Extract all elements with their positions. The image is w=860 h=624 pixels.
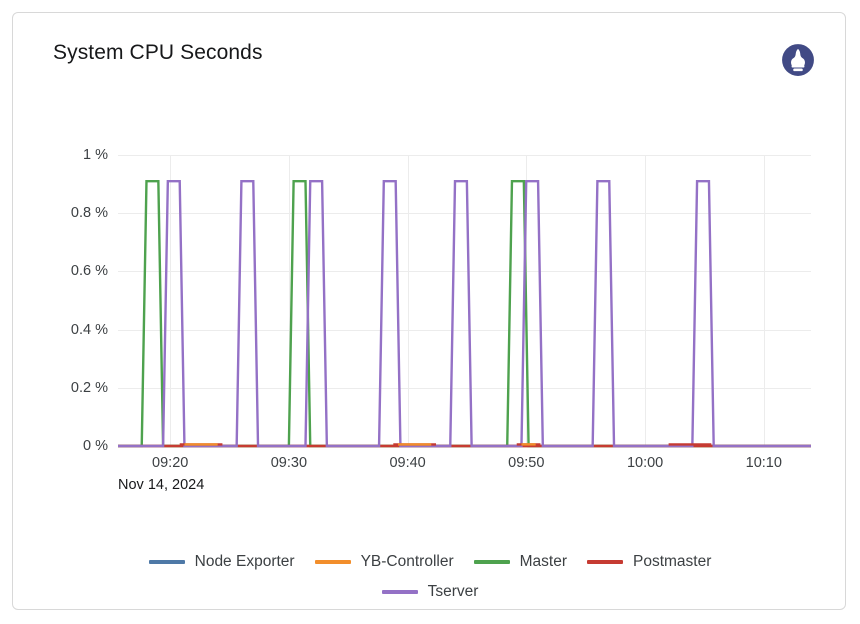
series-lines <box>118 155 811 446</box>
series-line <box>118 181 811 446</box>
x-tick-label-0920: 09:20 <box>152 455 189 471</box>
prometheus-logo-icon <box>781 43 815 77</box>
legend-label: Postmaster <box>632 553 712 570</box>
legend-swatch-icon <box>148 560 185 564</box>
gridline-y-0_6 <box>118 271 811 273</box>
legend-swatch-icon <box>314 560 351 564</box>
chart-area: 1 % 0.8 % 0.6 % 0.4 % 0.2 % 0 % 09:20 09… <box>13 89 847 611</box>
gridline-x-1010 <box>763 155 765 446</box>
chart-legend: Node Exporter YB-Controller Master Postm… <box>130 549 730 605</box>
legend-label: YB-Controller <box>360 553 454 570</box>
legend-item-tserver[interactable]: Tserver <box>381 579 479 605</box>
legend-item-master[interactable]: Master <box>473 549 567 575</box>
y-tick-label-1: 1 % <box>83 147 108 163</box>
y-tick-label-0_2: 0.2 % <box>70 379 108 396</box>
y-tick-label-0: 0 % <box>83 438 108 454</box>
plot-area: 1 % 0.8 % 0.6 % 0.4 % 0.2 % 0 % 09:20 09… <box>71 147 811 493</box>
legend-swatch-icon <box>381 590 418 594</box>
y-tick-label-0_8: 0.8 % <box>70 205 108 222</box>
gridline-x-0940 <box>407 155 409 446</box>
gridline-x-0930 <box>288 155 290 446</box>
series-line <box>118 181 811 446</box>
gridline-y-0_4 <box>118 329 811 331</box>
legend-item-yb-controller[interactable]: YB-Controller <box>314 549 454 575</box>
legend-label: Master <box>519 553 567 570</box>
x-tick-label-0930: 09:30 <box>270 455 308 471</box>
gridline-y-0_2 <box>118 387 811 389</box>
x-tick-label-0940: 09:40 <box>389 455 426 471</box>
gridline-x-0920 <box>170 155 172 446</box>
legend-swatch-icon <box>586 560 623 564</box>
legend-item-postmaster[interactable]: Postmaster <box>586 549 712 575</box>
gridline-x-1000 <box>645 155 647 446</box>
legend-label: Tserver <box>427 583 479 600</box>
gridline-y-1 <box>118 155 811 156</box>
panel-header: System CPU Seconds <box>13 13 845 89</box>
x-tick-label-1010: 10:10 <box>745 455 782 471</box>
y-tick-label-0_4: 0.4 % <box>70 321 108 338</box>
x-tick-label-0950: 09:50 <box>508 455 545 471</box>
gridline-y-0_8 <box>118 213 811 215</box>
legend-swatch-icon <box>473 560 510 564</box>
y-tick-label-0_6: 0.6 % <box>70 263 108 280</box>
x-tick-label-1000: 10:00 <box>626 455 664 471</box>
chart-panel: System CPU Seconds <box>12 12 846 610</box>
legend-item-node-exporter[interactable]: Node Exporter <box>148 549 295 575</box>
x-axis-date-label: Nov 14, 2024 <box>118 477 205 493</box>
page-title: System CPU Seconds <box>53 41 263 64</box>
legend-label: Node Exporter <box>194 553 295 570</box>
